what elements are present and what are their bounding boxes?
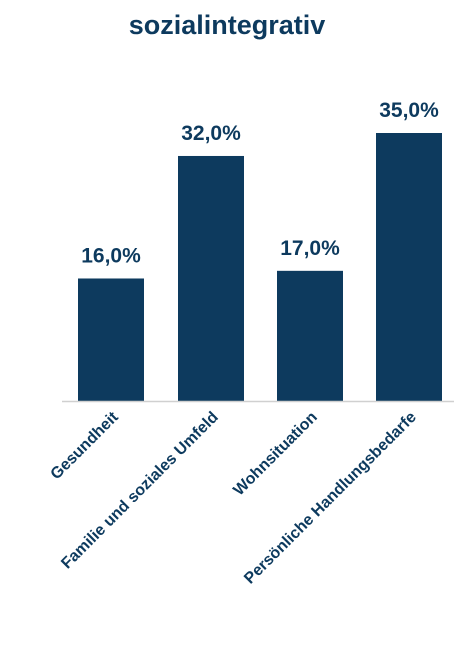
value-label-0: 16,0% <box>81 244 141 267</box>
bar-1 <box>178 155 244 401</box>
bar-2 <box>277 270 343 401</box>
category-label-1: Familie und soziales Umfeld <box>58 409 222 573</box>
bar-0 <box>78 278 144 401</box>
value-label-3: 35,0% <box>379 99 439 122</box>
chart-title: sozialintegrativ <box>128 10 326 40</box>
category-label-2: Wohnsituation <box>230 409 320 499</box>
value-labels-group: 16,0% 32,0% 17,0% 35,0% <box>81 99 439 267</box>
value-label-1: 32,0% <box>181 122 241 145</box>
category-label-0: Gesundheit <box>48 408 123 483</box>
bar-3 <box>376 133 442 401</box>
bars-group <box>78 133 442 401</box>
category-label-3: Persönliche Handlungsbedarfe <box>241 409 420 588</box>
value-label-2: 17,0% <box>280 237 340 260</box>
